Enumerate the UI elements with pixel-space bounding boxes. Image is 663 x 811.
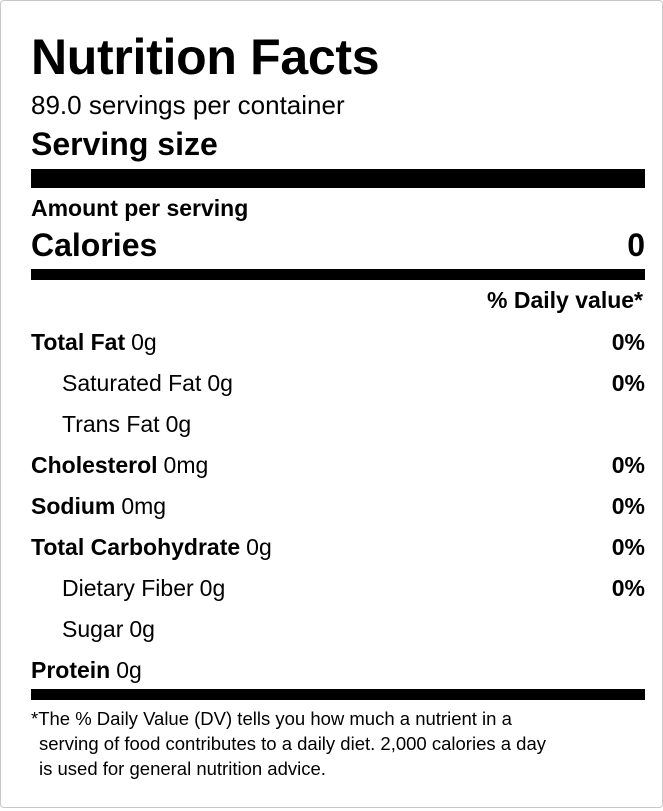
footnote-line: serving of food contributes to a daily d…: [39, 733, 546, 754]
nutrient-list: Total Fat 0g 0% Saturated Fat 0g 0% Trans …: [31, 322, 645, 691]
nutrient-daily-value: 0%: [611, 452, 645, 478]
nutrient-name-amount: Total Carbohydrate 0g: [31, 527, 272, 568]
daily-value-header: % Daily value*: [487, 287, 643, 313]
footnote-line: is used for general nutrition advice.: [39, 758, 326, 779]
nutrient-name-amount: Sugar 0g: [31, 609, 155, 650]
label-title: Nutrition Facts: [31, 29, 380, 85]
nutrient-row: Total Carbohydrate 0g 0%: [31, 527, 645, 568]
bottom-divider: [31, 689, 645, 700]
nutrient-daily-value: 0%: [611, 370, 645, 396]
nutrient-daily-value: 0%: [611, 493, 645, 519]
nutrient-name: Sodium: [31, 493, 116, 519]
nutrient-amount: 0mg: [163, 452, 209, 478]
nutrient-name-amount: Cholesterol 0mg: [31, 445, 208, 486]
nutrient-amount: 0g: [116, 657, 142, 683]
nutrient-row: Trans Fat 0g: [31, 404, 645, 445]
nutrient-name-amount: Dietary Fiber 0g: [31, 568, 225, 609]
nutrient-row: Sodium 0mg 0%: [31, 486, 645, 527]
daily-value-footnote: *The % Daily Value (DV) tells you how mu…: [31, 706, 645, 781]
nutrient-name: Saturated Fat: [62, 370, 202, 396]
footnote-line: *The % Daily Value (DV) tells you how mu…: [31, 708, 512, 729]
nutrient-daily-value: 0%: [611, 575, 645, 601]
nutrient-amount: 0g: [165, 411, 192, 437]
serving-size-label: Serving size: [31, 126, 218, 162]
nutrient-row: Dietary Fiber 0g 0%: [31, 568, 645, 609]
nutrient-row: Sugar 0g: [31, 609, 645, 650]
nutrient-amount: 0g: [246, 534, 272, 560]
nutrient-amount: 0g: [207, 370, 233, 396]
nutrient-row: Total Fat 0g 0%: [31, 322, 645, 363]
nutrient-name-amount: Sodium 0mg: [31, 486, 166, 527]
nutrient-name: Dietary Fiber: [62, 575, 194, 601]
nutrient-amount: 0g: [199, 575, 226, 601]
nutrient-name: Cholesterol: [31, 452, 158, 478]
nutrient-amount: 0g: [131, 329, 157, 355]
nutrient-name-amount: Trans Fat 0g: [31, 404, 191, 445]
nutrient-daily-value: 0%: [611, 534, 645, 560]
nutrient-name-amount: Total Fat 0g: [31, 322, 157, 363]
nutrient-row: Cholesterol 0mg 0%: [31, 445, 645, 486]
servings-per-container: 89.0 servings per container: [31, 90, 345, 120]
nutrient-row: Protein 0g: [31, 650, 645, 691]
amount-per-serving: Amount per serving: [31, 195, 249, 221]
calories-value: 0: [627, 226, 645, 263]
nutrient-name: Total Carbohydrate: [31, 534, 241, 560]
nutrient-name: Protein: [31, 657, 111, 683]
nutrient-name-amount: Saturated Fat 0g: [31, 363, 233, 404]
nutrient-name: Trans Fat: [62, 411, 160, 437]
nutrient-amount: 0g: [129, 616, 155, 642]
nutrient-row: Saturated Fat 0g 0%: [31, 363, 645, 404]
calories-row: Calories 0: [31, 223, 645, 267]
nutrient-name: Sugar: [62, 616, 124, 642]
nutrient-name: Total Fat: [31, 329, 126, 355]
thick-divider: [31, 169, 645, 188]
nutrient-amount: 0mg: [121, 493, 167, 519]
nutrient-daily-value: 0%: [611, 329, 645, 355]
calories-label: Calories: [31, 226, 158, 263]
nutrient-name-amount: Protein 0g: [31, 650, 142, 691]
medium-divider: [31, 269, 645, 280]
